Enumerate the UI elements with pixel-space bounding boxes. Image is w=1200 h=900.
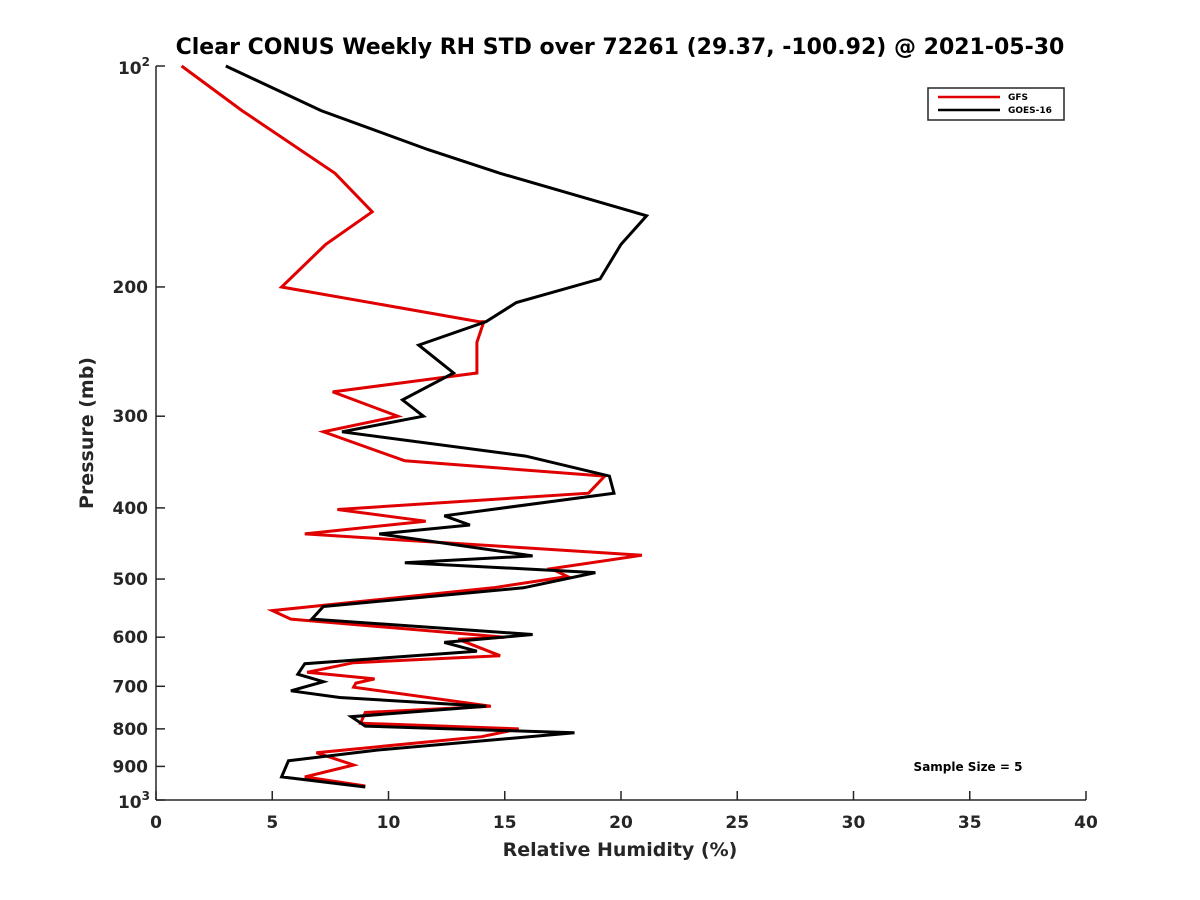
plot-area: [180, 64, 650, 789]
series-line-goes-16: [225, 64, 650, 789]
series-line-gfs: [180, 64, 643, 788]
legend: GFS GOES-16: [927, 87, 1065, 121]
x-axis: 0 5 10 15 20 25 30 35 40: [150, 791, 1098, 833]
legend-label: GFS: [1008, 93, 1028, 103]
x-axis-label: Relative Humidity (%): [503, 839, 738, 861]
y-tick-label: 200: [113, 278, 149, 298]
x-tick-label: 20: [609, 813, 633, 833]
y-axis: 102 200 300 400 500 600 700 800 900 103: [113, 55, 165, 813]
x-tick-label: 5: [266, 813, 278, 833]
legend-label: GOES-16: [1008, 106, 1052, 116]
x-tick-label: 40: [1074, 813, 1098, 833]
y-axis-label: Pressure (mb): [76, 357, 98, 509]
chart-title: Clear CONUS Weekly RH STD over 72261 (29…: [176, 35, 1065, 60]
x-tick-label: 30: [842, 813, 866, 833]
x-tick-label: 15: [493, 813, 517, 833]
x-tick-label: 35: [958, 813, 982, 833]
y-tick-label: 700: [113, 677, 149, 697]
y-tick-label: 600: [113, 628, 149, 648]
x-tick-label: 10: [377, 813, 401, 833]
x-tick-label: 25: [725, 813, 749, 833]
y-tick-label: 900: [113, 757, 149, 777]
y-tick-label: 800: [113, 720, 149, 740]
y-tick-label: 102: [118, 55, 150, 79]
sample-size-annotation: Sample Size = 5: [914, 760, 1023, 774]
y-tick-label: 500: [113, 570, 149, 590]
y-tick-label: 300: [113, 407, 149, 427]
y-tick-label: 103: [118, 789, 150, 813]
x-tick-label: 0: [150, 813, 162, 833]
legend-box: [927, 87, 1065, 121]
y-tick-label: 400: [113, 499, 149, 519]
